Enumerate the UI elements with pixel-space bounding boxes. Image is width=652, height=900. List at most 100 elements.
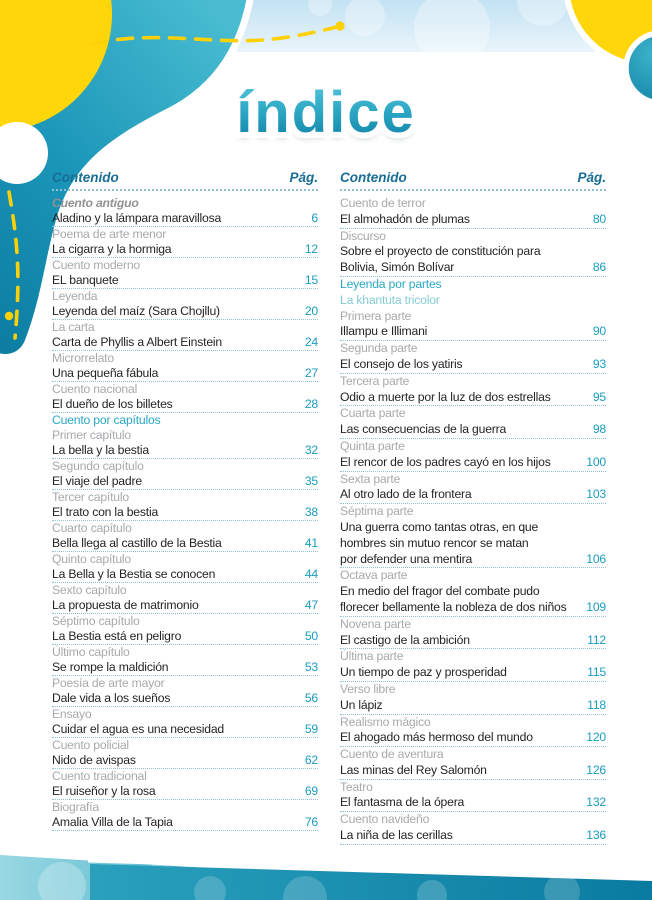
entry-page-number: 24	[304, 335, 318, 349]
entry-title: Tercera parte	[340, 373, 410, 388]
entry-title: La bella y la bestia	[52, 443, 149, 457]
entry-title: Un tiempo de paz y prosperidad	[340, 665, 507, 680]
entry-title: Sexta parte	[340, 471, 401, 486]
entry-page-number: 28	[304, 397, 318, 411]
entry-page-number: 32	[304, 443, 318, 457]
entry-title: La khantuta tricolor	[340, 292, 440, 307]
toc-category-row: Ensayo	[52, 707, 318, 722]
entry-title: Cuidar el agua es una necesidad	[52, 722, 225, 736]
entry-title: Cuento policial	[52, 738, 129, 752]
entry-title: La Bella y la Bestia se conocen	[52, 567, 216, 581]
entry-page-number: 95	[592, 389, 606, 404]
entry-title: Cuento tradicional	[52, 769, 147, 783]
entry-title: Cuarta parte	[340, 406, 406, 421]
toc-category-row: Novena parte	[340, 617, 606, 633]
entry-title: El ahogado más hermoso del mundo	[340, 730, 533, 745]
toc-category-row: La carta	[52, 320, 318, 335]
entry-title: Ensayo	[52, 707, 92, 721]
entry-title: Leyenda por partes	[340, 276, 442, 291]
entry-page-number: 132	[586, 795, 606, 810]
toc-item-row: Al otro lado de la frontera 103	[340, 487, 606, 505]
entry-title: Octava parte	[340, 568, 408, 583]
footer-band-right-decoration	[90, 864, 652, 900]
entry-title: Carta de Phyllis a Albert Einstein	[52, 335, 223, 349]
entry-page-number: 103	[586, 487, 606, 502]
entry-title: El consejo de los yatiris	[340, 356, 463, 371]
toc-category-row: Última parte	[340, 649, 606, 665]
entry-title: La propuesta de matrimonio	[52, 598, 199, 612]
toc-item-row: Carta de Phyllis a Albert Einstein 24	[52, 335, 318, 351]
toc-item-row: La propuesta de matrimonio 47	[52, 598, 318, 614]
entry-title: Cuento de aventura	[340, 747, 444, 762]
entry-title: Cuento nacional	[52, 382, 138, 396]
toc-category-row: La khantuta tricolor	[340, 293, 606, 309]
toc-item-row: El viaje del padre 35	[52, 474, 318, 490]
entry-title: Odio a muerte por la luz de dos estrella…	[340, 389, 551, 404]
page-label: Pág.	[577, 170, 606, 185]
entry-title: Verso libre	[340, 681, 396, 696]
page-title: índice	[0, 84, 652, 143]
entry-title: Biografía	[52, 800, 99, 814]
entry-title: Cuento de terror	[340, 196, 426, 210]
footer-crease-decoration	[87, 859, 652, 880]
toc-category-row: Tercera parte	[340, 374, 606, 390]
entry-page-number: 41	[304, 536, 318, 550]
toc-category-row: Poesía de arte mayor	[52, 676, 318, 691]
entry-title: Poesía de arte mayor	[52, 676, 165, 690]
toc-item-row: El consejo de los yatiris 93	[340, 357, 606, 374]
toc-column-header: Contenido Pág.	[340, 170, 606, 191]
toc-category-row: Leyenda por partes	[340, 277, 606, 293]
entry-page-number: 69	[304, 784, 318, 798]
entry-title: Segunda parte	[340, 341, 418, 356]
entry-title: Se rompe la maldición	[52, 660, 169, 674]
toc-item-row: El rencor de los padres cayó en los hijo…	[340, 455, 606, 472]
toc-category-row: Segunda parte	[340, 341, 606, 357]
entry-title: Último capítulo	[52, 645, 130, 659]
entry-title: Primera parte	[340, 308, 412, 323]
entry-page-number: 20	[304, 304, 318, 318]
entry-page-number: 38	[304, 505, 318, 519]
entry-page-number: 76	[304, 815, 318, 829]
entry-title: Illampu e Illimani	[340, 324, 428, 339]
entry-title: Las consecuencias de la guerra	[340, 422, 507, 437]
entry-page-number: 106	[586, 551, 606, 566]
toc-category-row: Teatro	[340, 780, 606, 796]
entry-title: El trato con la bestia	[52, 505, 159, 519]
toc-category-row: Séptimo capítulo	[52, 614, 318, 629]
entry-title: La niña de las cerillas	[340, 828, 453, 843]
toc-item-row: La niña de las cerillas 136	[340, 828, 606, 845]
toc-item-row: En medio del fragor del combate pudo flo…	[340, 584, 606, 617]
entry-title: Leyenda	[52, 289, 98, 303]
toc-category-row: Discurso	[340, 229, 606, 245]
entry-title: Al otro lado de la frontera	[340, 487, 472, 502]
toc-category-row: Segundo capítulo	[52, 459, 318, 474]
entry-title: En medio del fragor del combate pudo flo…	[340, 584, 567, 614]
yellow-dot-left-decoration	[4, 311, 14, 321]
toc-item-row: La cigarra y la hormiga 12	[52, 242, 318, 258]
entry-title: Poema de arte menor	[52, 227, 167, 241]
entry-title: Quinta parte	[340, 438, 405, 453]
content-label: Contenido	[340, 170, 407, 185]
toc-category-row: Biografía	[52, 800, 318, 815]
toc-category-row: Cuento nacional	[52, 382, 318, 397]
toc-item-row: Sobre el proyecto de constitución para B…	[340, 244, 606, 277]
entry-title: Leyenda del maíz (Sara Chojllu)	[52, 304, 220, 318]
entry-title: El fantasma de la ópera	[340, 795, 465, 810]
toc-item-row: El fantasma de la ópera 132	[340, 795, 606, 813]
toc-column-left: Contenido Pág. Cuento antiguo Aladino y l…	[52, 170, 318, 845]
entry-page-number: 62	[304, 753, 318, 767]
entry-title: Cuento navideño	[340, 812, 430, 827]
toc-category-row: Sexto capítulo	[52, 583, 318, 598]
entry-title: Sobre el proyecto de constitución para B…	[340, 244, 541, 275]
page-label: Pág.	[289, 170, 318, 185]
entry-title: Novena parte	[340, 616, 411, 631]
toc-item-row: El ahogado más hermoso del mundo 120	[340, 730, 606, 748]
content-label: Contenido	[52, 170, 119, 185]
toc-item-row: Las minas del Rey Salomón 126	[340, 763, 606, 780]
toc-item-row: Odio a muerte por la luz de dos estrella…	[340, 390, 606, 407]
entry-page-number: 120	[586, 730, 606, 745]
entry-title: Cuento antiguo	[52, 196, 139, 210]
entry-page-number: 115	[587, 665, 606, 680]
entry-title: La cigarra y la hormiga	[52, 242, 172, 256]
